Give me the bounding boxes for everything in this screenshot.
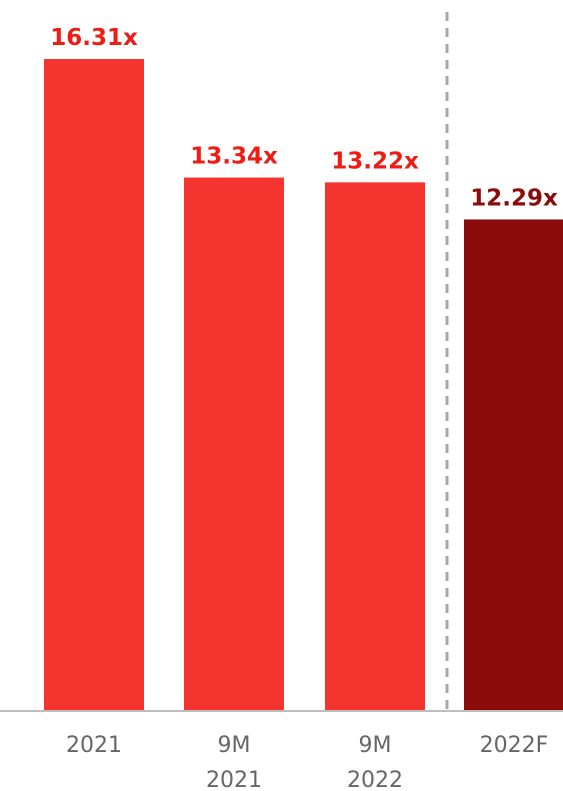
data-label-1: 16.31x — [50, 25, 138, 51]
x-tick-label-2-line-2: 2021 — [206, 768, 262, 791]
x-tick-label-1: 2021 — [66, 733, 122, 758]
bar-2 — [184, 177, 284, 711]
bar-3 — [325, 182, 425, 710]
bar-4 — [464, 219, 563, 710]
data-label-3: 13.22x — [331, 148, 419, 174]
data-label-2: 13.34x — [190, 144, 278, 170]
x-tick-label-3-line-1: 9M — [359, 733, 392, 758]
data-label-4: 12.29x — [470, 185, 558, 211]
bar-1 — [44, 59, 144, 710]
x-tick-label-2-line-1: 9M — [218, 733, 251, 758]
x-tick-label-4: 2022F — [480, 733, 549, 758]
x-tick-label-3-line-2: 2022 — [347, 768, 403, 791]
